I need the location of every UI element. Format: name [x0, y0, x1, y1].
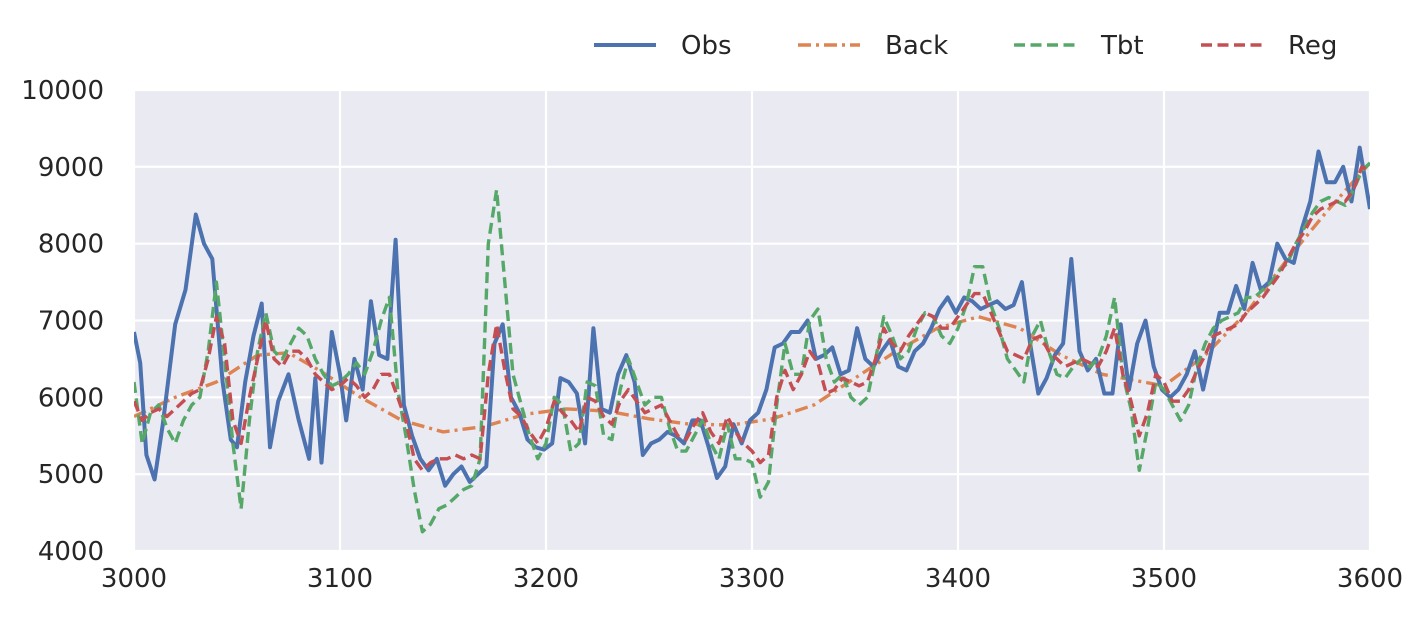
x-tick-label: 3500	[1131, 564, 1197, 594]
x-tick-label: 3100	[307, 564, 373, 594]
x-tick-label: 3000	[101, 564, 167, 594]
grid	[132, 88, 1372, 553]
y-tick-label: 7000	[38, 307, 104, 337]
y-tick-label: 8000	[38, 230, 104, 260]
x-tick-label: 3300	[719, 564, 785, 594]
x-tick-label: 3400	[925, 564, 991, 594]
y-tick-label: 10000	[21, 76, 104, 106]
series-line-tbt	[134, 161, 1370, 534]
y-tick-label: 4000	[38, 537, 104, 567]
x-tick-label: 3600	[1337, 564, 1403, 594]
legend-label-back: Back	[885, 31, 948, 61]
y-axis-tick-labels: 4000 5000 6000 7000 8000 9000 10000	[21, 76, 104, 567]
x-tick-label: 3200	[513, 564, 579, 594]
legend-label-reg: Reg	[1288, 31, 1337, 61]
legend-label-tbt: Tbt	[1100, 31, 1144, 61]
legend: Obs Back Tbt Reg	[594, 31, 1337, 61]
series-line-reg	[134, 165, 1370, 472]
x-axis-tick-labels: 3000 3100 3200 3300 3400 3500 3600	[101, 564, 1403, 594]
legend-label-obs: Obs	[681, 31, 732, 61]
series-line-back	[134, 161, 1370, 434]
y-tick-label: 6000	[38, 383, 104, 413]
y-tick-label: 5000	[38, 460, 104, 490]
series-lines	[134, 145, 1370, 534]
y-tick-label: 9000	[38, 153, 104, 183]
